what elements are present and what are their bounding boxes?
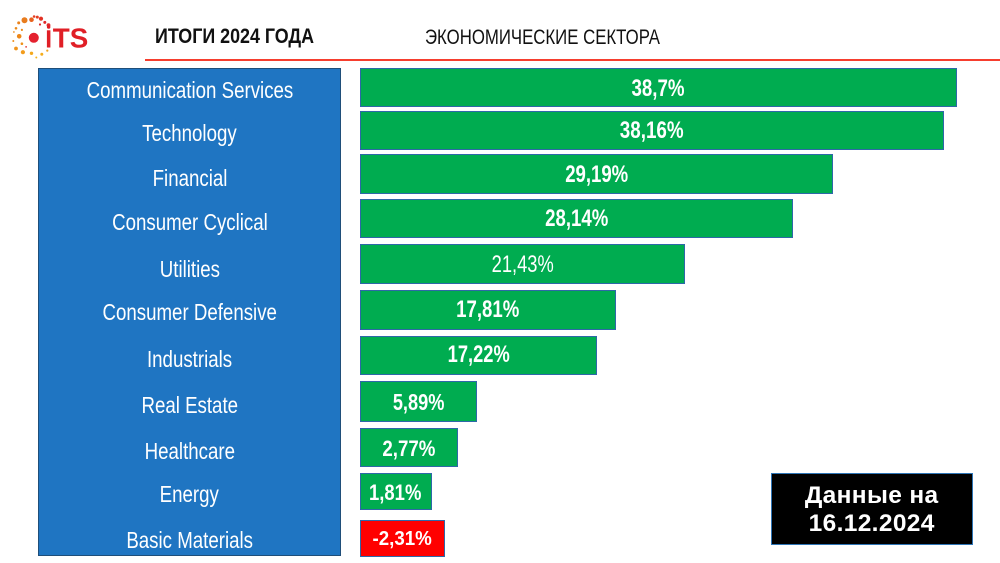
- svg-text:TS: TS: [53, 23, 89, 54]
